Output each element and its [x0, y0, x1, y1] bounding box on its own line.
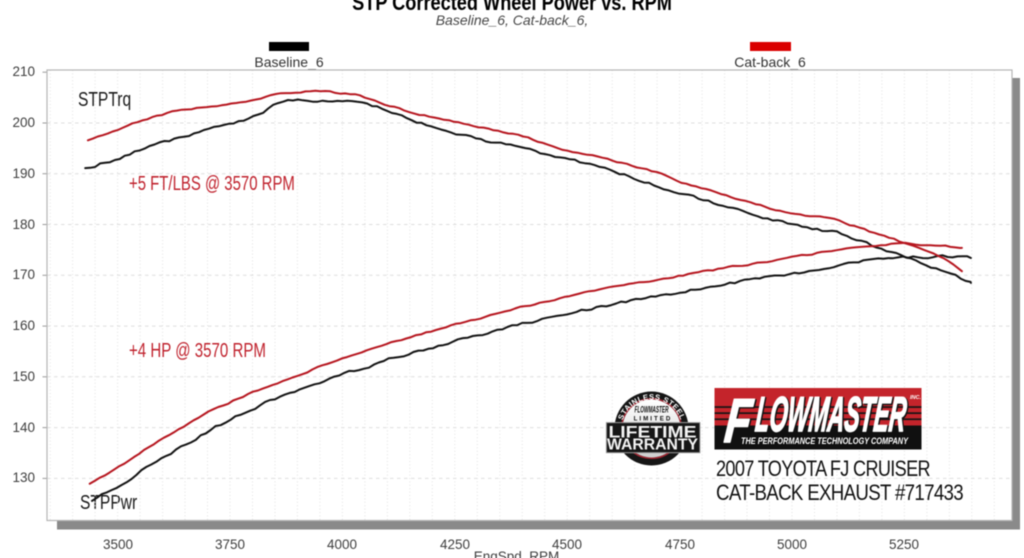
svg-text:LIMITED: LIMITED — [634, 416, 673, 423]
svg-text:INC.: INC. — [910, 395, 921, 401]
svg-text:LOWMASTER: LOWMASTER — [753, 388, 909, 442]
svg-text:FLOWMASTER: FLOWMASTER — [635, 405, 669, 416]
svg-text:LOWMASTER: LOWMASTER — [754, 389, 910, 443]
svg-text:THE PERFORMANCE TECHNOLOGY COM: THE PERFORMANCE TECHNOLOGY COMPANY — [741, 436, 909, 446]
svg-text:WARRANTY: WARRANTY — [607, 437, 699, 454]
svg-text:LIFETIME: LIFETIME — [609, 422, 697, 441]
